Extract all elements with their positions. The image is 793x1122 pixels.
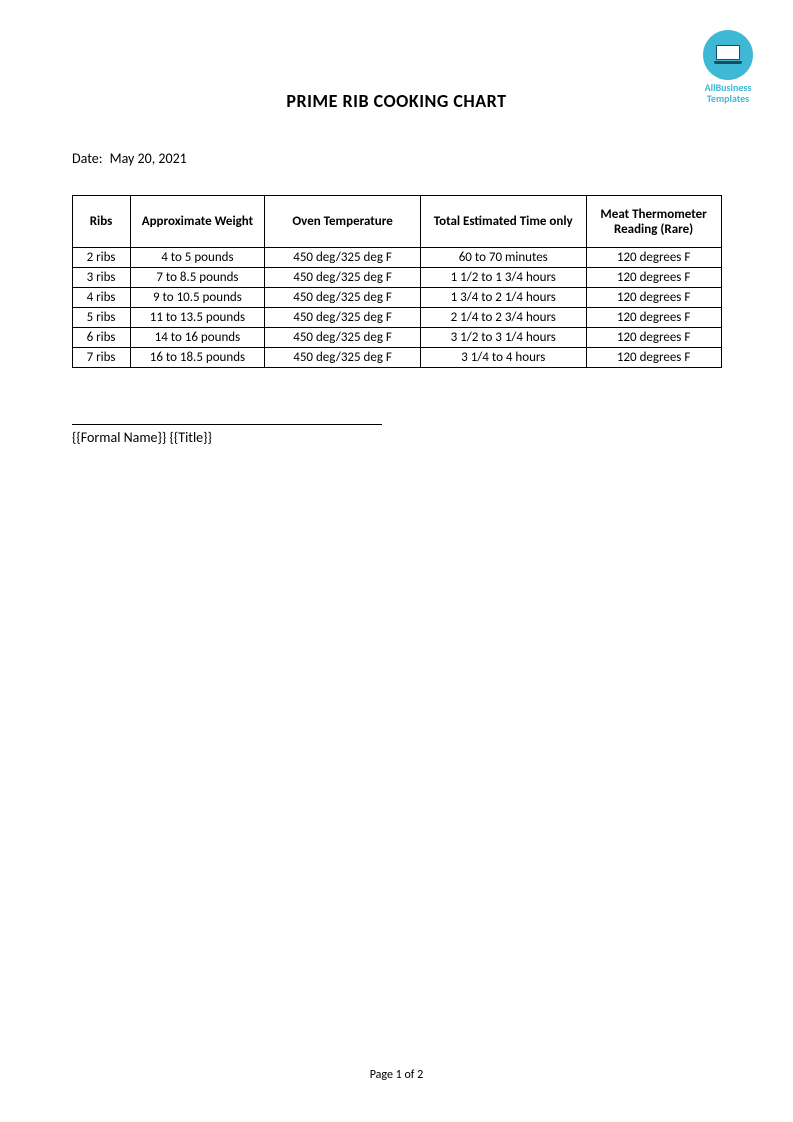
table-row: 6 ribs14 to 16 pounds450 deg/325 deg F3 … [72,328,721,348]
table-cell: 120 degrees F [586,248,721,268]
table-cell: 4 ribs [72,288,130,308]
cooking-chart-table: Ribs Approximate Weight Oven Temperature… [72,195,722,368]
col-header-ribs: Ribs [72,196,130,248]
table-header-row: Ribs Approximate Weight Oven Temperature… [72,196,721,248]
table-cell: 16 to 18.5 pounds [130,348,265,368]
table-cell: 3 1/2 to 3 1/4 hours [420,328,586,348]
table-cell: 3 ribs [72,268,130,288]
table-row: 2 ribs4 to 5 pounds450 deg/325 deg F60 t… [72,248,721,268]
table-cell: 120 degrees F [586,268,721,288]
table-cell: 14 to 16 pounds [130,328,265,348]
table-cell: 3 1/4 to 4 hours [420,348,586,368]
signature-line [72,424,382,425]
logo-circle [703,30,753,80]
laptop-icon [714,45,742,65]
table-row: 7 ribs16 to 18.5 pounds450 deg/325 deg F… [72,348,721,368]
table-cell: 2 ribs [72,248,130,268]
table-cell: 450 deg/325 deg F [265,288,421,308]
table-cell: 450 deg/325 deg F [265,348,421,368]
brand-logo: AllBusiness Templates [703,30,753,104]
table-row: 3 ribs7 to 8.5 pounds450 deg/325 deg F1 … [72,268,721,288]
table-cell: 6 ribs [72,328,130,348]
logo-text-line2: Templates [703,93,753,104]
col-header-weight: Approximate Weight [130,196,265,248]
table-cell: 60 to 70 minutes [420,248,586,268]
table-row: 4 ribs9 to 10.5 pounds450 deg/325 deg F1… [72,288,721,308]
date-value: May 20, 2021 [110,150,187,167]
table-cell: 450 deg/325 deg F [265,268,421,288]
table-cell: 7 to 8.5 pounds [130,268,265,288]
table-cell: 120 degrees F [586,288,721,308]
table-cell: 450 deg/325 deg F [265,248,421,268]
table-cell: 1 1/2 to 1 3/4 hours [420,268,586,288]
table-cell: 4 to 5 pounds [130,248,265,268]
table-cell: 5 ribs [72,308,130,328]
col-header-thermo: Meat Thermometer Reading (Rare) [586,196,721,248]
signature-area: {{Formal Name}} {{Title}} [72,424,793,446]
table-cell: 11 to 13.5 pounds [130,308,265,328]
table-cell: 7 ribs [72,348,130,368]
table-cell: 120 degrees F [586,348,721,368]
table-cell: 450 deg/325 deg F [265,328,421,348]
col-header-temp: Oven Temperature [265,196,421,248]
page-footer: Page 1 of 2 [0,1068,793,1082]
date-line: Date: May 20, 2021 [72,150,793,167]
signature-placeholder: {{Formal Name}} {{Title}} [72,429,793,446]
date-label: Date: [72,150,102,167]
table-body: 2 ribs4 to 5 pounds450 deg/325 deg F60 t… [72,248,721,368]
table-cell: 120 degrees F [586,308,721,328]
table-cell: 9 to 10.5 pounds [130,288,265,308]
table-cell: 120 degrees F [586,328,721,348]
table-cell: 1 3/4 to 2 1/4 hours [420,288,586,308]
table-cell: 2 1/4 to 2 3/4 hours [420,308,586,328]
page-title: PRIME RIB COOKING CHART [0,0,793,112]
table-row: 5 ribs11 to 13.5 pounds450 deg/325 deg F… [72,308,721,328]
col-header-time: Total Estimated Time only [420,196,586,248]
table-cell: 450 deg/325 deg F [265,308,421,328]
